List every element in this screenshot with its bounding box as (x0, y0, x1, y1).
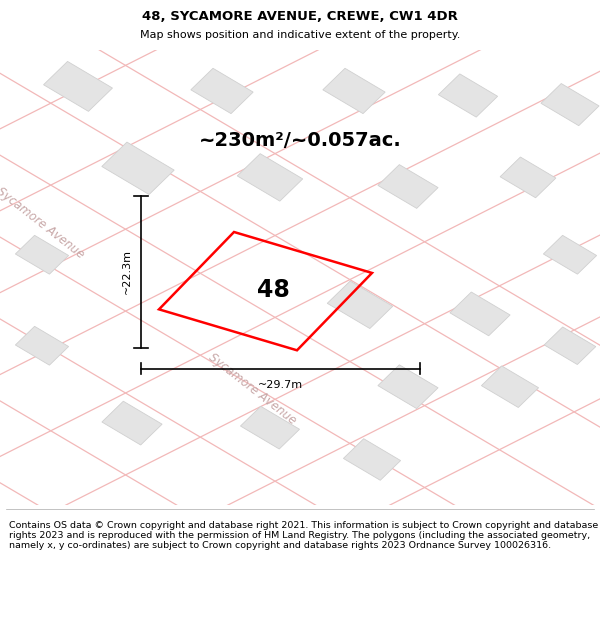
Text: ~230m²/~0.057ac.: ~230m²/~0.057ac. (199, 131, 401, 151)
Text: 48: 48 (257, 278, 289, 302)
Polygon shape (327, 281, 393, 329)
Polygon shape (16, 236, 68, 274)
Polygon shape (378, 164, 438, 208)
Polygon shape (500, 157, 556, 198)
Polygon shape (16, 326, 68, 365)
Polygon shape (102, 401, 162, 445)
Polygon shape (102, 142, 174, 194)
Polygon shape (481, 366, 539, 408)
Text: 48, SYCAMORE AVENUE, CREWE, CW1 4DR: 48, SYCAMORE AVENUE, CREWE, CW1 4DR (142, 10, 458, 23)
Text: Contains OS data © Crown copyright and database right 2021. This information is : Contains OS data © Crown copyright and d… (9, 521, 598, 551)
Polygon shape (544, 327, 596, 364)
Polygon shape (439, 74, 497, 117)
Polygon shape (191, 68, 253, 114)
Polygon shape (323, 68, 385, 114)
Polygon shape (541, 84, 599, 126)
Polygon shape (450, 292, 510, 336)
Polygon shape (544, 236, 596, 274)
Polygon shape (378, 365, 438, 409)
Polygon shape (44, 61, 112, 111)
Polygon shape (343, 439, 401, 480)
Text: Map shows position and indicative extent of the property.: Map shows position and indicative extent… (140, 30, 460, 40)
Text: Sycamore Avenue: Sycamore Avenue (206, 351, 298, 427)
Text: ~29.7m: ~29.7m (258, 380, 303, 390)
Polygon shape (241, 406, 299, 449)
Text: Sycamore Avenue: Sycamore Avenue (0, 185, 87, 261)
Polygon shape (237, 154, 303, 201)
Text: ~22.3m: ~22.3m (121, 249, 131, 294)
